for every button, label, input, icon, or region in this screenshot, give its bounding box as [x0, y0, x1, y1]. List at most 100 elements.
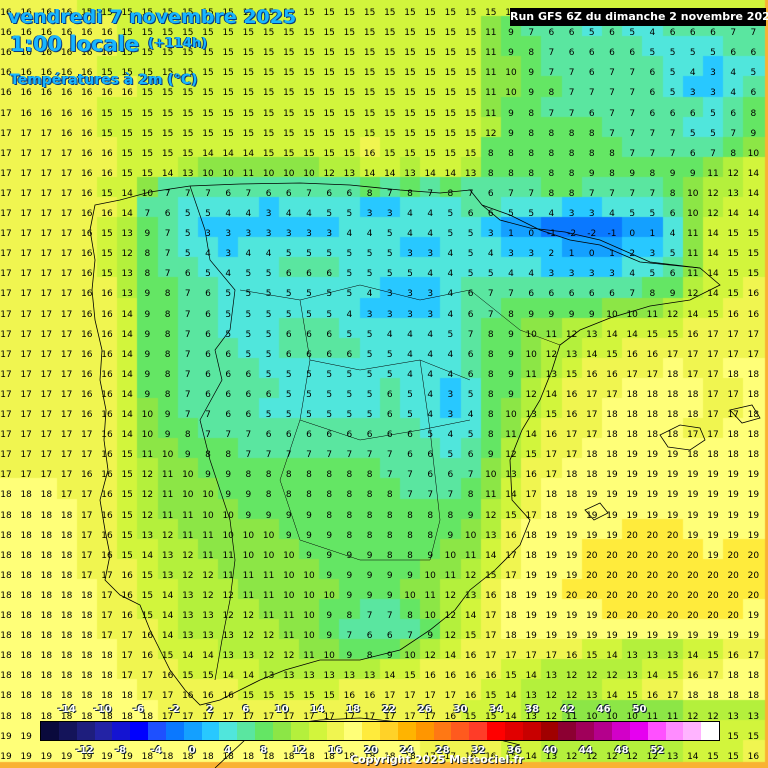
grid-value: 12: [646, 751, 659, 762]
grid-value: 15: [424, 108, 436, 119]
grid-value: 12: [222, 611, 234, 621]
grid-value: 14: [464, 611, 477, 621]
grid-value: 17: [40, 450, 53, 461]
grid-value: 17: [646, 369, 659, 380]
grid-value: 11: [525, 369, 537, 380]
grid-value: 16: [222, 691, 234, 702]
grid-value: 19: [545, 611, 558, 621]
grid-value: 8: [346, 530, 353, 541]
grid-value: 19: [707, 631, 719, 642]
grid-value: 5: [326, 309, 333, 320]
grid-value: 12: [545, 349, 558, 360]
grid-value: 17: [323, 711, 335, 722]
grid-value: 8: [508, 168, 514, 179]
grid-value: 15: [121, 510, 133, 521]
grid-value: 8: [750, 108, 757, 119]
grid-value: 16: [101, 470, 113, 481]
grid-value: 15: [101, 68, 113, 79]
grid-value: 11: [485, 88, 497, 99]
grid-value: 10: [505, 88, 517, 99]
grid-value: 5: [285, 289, 292, 300]
legend-swatch: [540, 722, 559, 740]
grid-value: 11: [242, 168, 255, 179]
grid-value: 15: [161, 88, 174, 99]
grid-value: 19: [606, 470, 618, 481]
grid-value: 17: [60, 389, 73, 400]
grid-value: 5: [689, 128, 696, 139]
grid-value: 6: [326, 329, 333, 340]
grid-value: 12: [545, 711, 558, 722]
grid-value: 17: [525, 651, 537, 662]
grid-value: 18: [242, 751, 255, 762]
grid-value: 17: [707, 329, 719, 340]
grid-value: 17: [40, 309, 53, 320]
grid-value: 15: [505, 751, 517, 762]
legend-swatch: [201, 722, 220, 740]
legend-lower-label: 36: [507, 745, 522, 756]
grid-value: 8: [346, 510, 353, 521]
grid-value: 4: [649, 28, 656, 39]
legend-lower-label: 48: [614, 745, 629, 756]
grid-value: 18: [20, 570, 32, 581]
grid-value: 15: [121, 530, 133, 541]
legend-upper-label: -2: [168, 704, 180, 715]
legend-upper-label: -6: [132, 704, 144, 715]
grid-value: 15: [485, 691, 497, 702]
grid-value: 15: [121, 8, 133, 18]
grid-value: 6: [669, 28, 676, 39]
grid-value: 19: [747, 631, 760, 642]
grid-value: 4: [346, 229, 353, 240]
grid-value: 8: [265, 490, 272, 501]
grid-value: 16: [747, 751, 760, 762]
grid-value: 6: [467, 309, 474, 320]
grid-value: 7: [346, 450, 353, 461]
grid-value: 8: [306, 470, 312, 481]
grid-value: 16: [424, 671, 436, 682]
grid-value: 7: [386, 450, 393, 461]
legend-swatch: [94, 722, 113, 740]
grid-value: 0: [528, 229, 535, 240]
grid-value: 15: [262, 28, 275, 39]
legend-upper-label: 14: [310, 704, 325, 715]
grid-value: 17: [565, 430, 578, 441]
grid-value: 17: [20, 289, 32, 300]
grid-value: 18: [20, 611, 32, 621]
grid-value: 5: [467, 430, 474, 441]
grid-value: 7: [508, 289, 514, 300]
grid-value: 17: [182, 711, 194, 722]
grid-value: 5: [669, 249, 676, 260]
grid-value: 16: [81, 249, 93, 260]
grid-value: 14: [121, 410, 133, 420]
grid-value: 20: [586, 570, 598, 581]
grid-value: 4: [427, 369, 434, 380]
grid-value: 16: [525, 470, 537, 481]
grid-value: 5: [306, 410, 312, 420]
grid-value: 17: [40, 188, 53, 199]
grid-value: 4: [528, 269, 535, 280]
grid-value: 15: [586, 651, 598, 662]
grid-value: 14: [242, 671, 255, 682]
grid-value: 10: [505, 68, 517, 79]
grid-value: 18: [545, 490, 558, 501]
grid-value: 10: [626, 309, 638, 320]
grid-value: 15: [343, 68, 356, 79]
grid-value: 9: [386, 651, 393, 662]
grid-value: 14: [444, 651, 457, 662]
grid-value: 15: [182, 128, 194, 139]
grid-value: 12: [464, 570, 477, 581]
grid-value: 5: [447, 229, 454, 240]
grid-value: 18: [81, 590, 93, 601]
grid-value: 17: [81, 430, 93, 441]
grid-value: 9: [588, 309, 595, 320]
grid-value: 8: [649, 289, 656, 300]
grid-value: 6: [750, 88, 757, 99]
grid-value: 9: [346, 651, 353, 662]
grid-value: 15: [81, 8, 93, 18]
grid-value: 16: [343, 691, 356, 702]
grid-value: 16: [161, 671, 174, 682]
grid-value: 4: [447, 430, 454, 441]
grid-value: 10: [182, 490, 194, 501]
grid-value: 14: [586, 349, 598, 360]
grid-value: 5: [265, 309, 272, 320]
grid-value: 18: [0, 530, 12, 541]
